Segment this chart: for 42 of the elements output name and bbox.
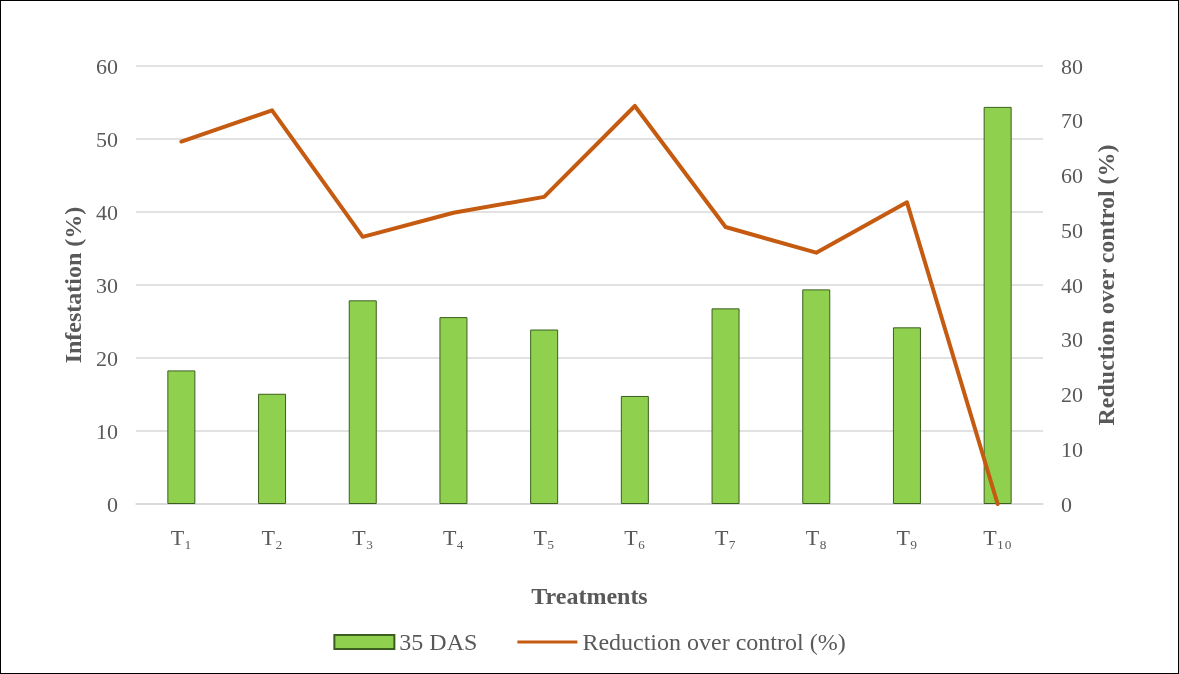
y2-tick-label: 20: [1061, 382, 1083, 407]
y2-tick-label: 70: [1061, 108, 1083, 134]
x-tick-label: T₈: [805, 524, 827, 550]
y2-axis-title: Reduction over control (%): [1092, 144, 1119, 426]
x-tick-label: T₆: [624, 524, 646, 550]
y2-tick-label: 30: [1061, 327, 1083, 353]
bar: [983, 106, 1012, 504]
y-tick-label: 30: [96, 272, 118, 298]
x-axis-title: Treatments: [531, 583, 648, 609]
bar: [802, 289, 831, 504]
legend-label: Reduction over control (%): [582, 629, 846, 655]
x-tick-label: T₂: [261, 524, 283, 550]
bar: [167, 370, 196, 504]
y-tick-label: 0: [107, 491, 118, 517]
y2-tick-label: 50: [1061, 217, 1083, 243]
y-tick-label: 60: [96, 53, 118, 79]
x-tick-label: T₄: [442, 524, 464, 550]
y2-tick-label: 40: [1061, 272, 1083, 298]
y-axis-title: Infestation (%): [60, 206, 87, 364]
bar: [620, 395, 649, 504]
legend-label: 35 DAS: [399, 629, 478, 655]
y-tick-label: 20: [96, 345, 118, 371]
bar: [439, 317, 468, 504]
x-tick-label: T₁₀: [983, 524, 1013, 550]
y2-tick-label: 60: [1061, 163, 1083, 188]
x-tick-label: T₇: [715, 524, 737, 550]
x-tick-label: T₃: [352, 524, 374, 550]
bar: [348, 300, 377, 504]
y2-tick-label: 0: [1061, 491, 1072, 517]
bar: [892, 327, 921, 504]
x-tick-label: T₁: [170, 524, 192, 550]
bar: [530, 329, 559, 504]
y-tick-label: 50: [96, 126, 118, 152]
y-tick-label: 40: [96, 199, 118, 225]
y-tick-label: 10: [96, 418, 118, 444]
y2-tick-label: 10: [1061, 436, 1083, 462]
y2-tick-label: 80: [1061, 53, 1083, 79]
x-tick-label: T₅: [533, 524, 555, 550]
bar: [258, 393, 287, 504]
line-series: [179, 103, 1000, 506]
x-tick-label: T₉: [896, 524, 918, 550]
bar: [711, 308, 740, 504]
